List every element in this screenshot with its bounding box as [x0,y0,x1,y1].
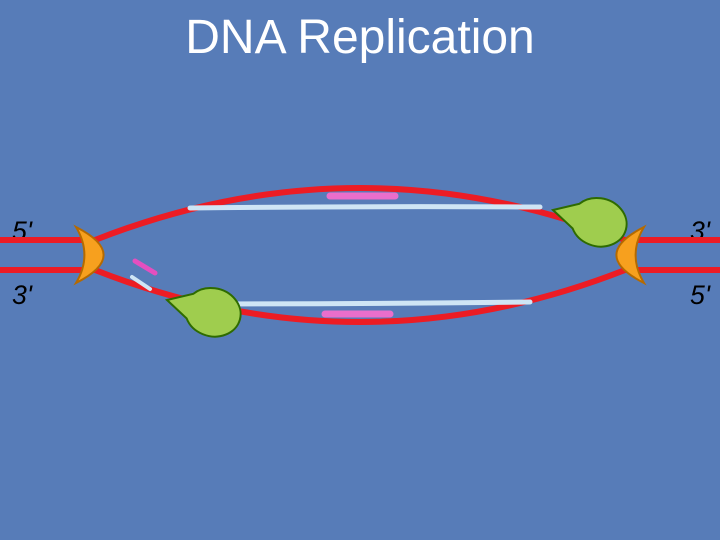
replication-bubble-svg [0,0,720,540]
diagram-stage: DNA Replication 5' 3' 3' 5' [0,0,720,540]
